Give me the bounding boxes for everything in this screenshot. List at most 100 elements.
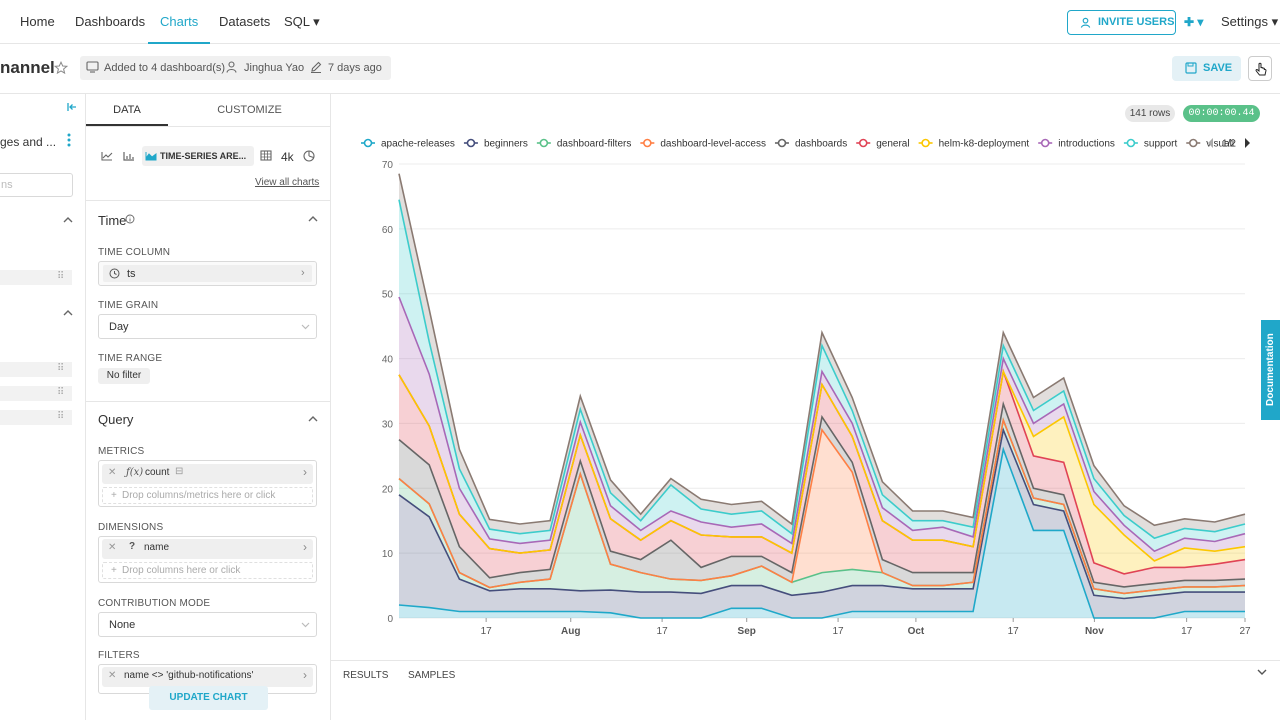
x-tick-label: 27 — [1239, 626, 1251, 637]
chevron-up-icon[interactable] — [63, 309, 73, 317]
area-introductions[interactable] — [399, 297, 1245, 561]
legend-item-introductions[interactable]: introductions — [1038, 139, 1115, 150]
time-grain-select[interactable]: Day — [98, 314, 317, 339]
pie-chart-icon[interactable] — [303, 150, 315, 162]
legend-prev-icon[interactable] — [1208, 138, 1213, 148]
chevron-up-icon[interactable] — [63, 216, 73, 224]
dataset-menu-icon[interactable] — [66, 132, 72, 148]
viz-type-name: TIME-SERIES ARE... — [160, 151, 247, 161]
y-tick-label: 30 — [382, 419, 394, 430]
legend-item-beginners[interactable]: beginners — [463, 139, 528, 150]
save-button[interactable]: SAVE — [1172, 56, 1241, 81]
drag-handle-icon[interactable]: ⠿ — [57, 271, 65, 282]
metrics-label: METRICS — [98, 446, 145, 457]
chevron-up-icon[interactable] — [308, 215, 318, 223]
time-section-title[interactable]: Time — [98, 213, 127, 228]
metric-edit-icon[interactable]: ⊟ — [175, 466, 184, 477]
invite-users-button[interactable]: INVITE USERS — [1067, 10, 1176, 35]
favorite-star-icon[interactable] — [54, 61, 68, 75]
query-section-title[interactable]: Query — [98, 412, 134, 427]
search-columns-input[interactable]: ns — [0, 173, 73, 197]
dimensions-label: DIMENSIONS — [98, 522, 164, 533]
metric-name: count — [145, 467, 170, 478]
nav-sql[interactable]: SQL ▾ — [284, 14, 320, 29]
bar-chart-icon[interactable] — [123, 151, 135, 161]
update-chart-button[interactable]: UPDATE CHART — [149, 686, 268, 710]
stacked-area-chart[interactable]: 0 10 20 30 40 50 60 70 17 Aug 17 Sep 17 Oct 17 Nov 17 27 a… — [331, 130, 1260, 640]
nav-dashboards[interactable]: Dashboards — [75, 14, 146, 29]
table-icon[interactable] — [260, 150, 272, 161]
y-tick-label: 50 — [382, 290, 394, 301]
legend-item-dashboard-filters[interactable]: dashboard-filters — [536, 139, 631, 150]
legend-item-dashboards[interactable]: dashboards — [774, 139, 847, 150]
dimension-chip[interactable]: ✕ ? name › — [102, 539, 313, 559]
selected-viz-type[interactable]: TIME-SERIES ARE... — [142, 146, 254, 166]
legend-item-helm-k8-deployment[interactable]: helm-k8-deployment — [918, 139, 1030, 150]
dataset-name[interactable]: ges and ... — [0, 135, 57, 149]
metrics-dropzone[interactable] — [98, 460, 317, 507]
nav-home[interactable]: Home — [20, 14, 55, 29]
tab-samples[interactable]: SAMPLES — [408, 670, 456, 681]
area-general[interactable] — [399, 371, 1245, 587]
metric-item[interactable]: ⠿ — [0, 410, 72, 425]
area-apache-releases[interactable] — [399, 449, 1245, 618]
settings-menu[interactable]: Settings ▾ — [1221, 14, 1279, 29]
collapse-panel-icon[interactable] — [66, 101, 78, 113]
metric-item[interactable]: ⠿ — [0, 386, 72, 401]
legend-next-icon[interactable] — [1245, 138, 1250, 148]
time-grain-value: Day — [109, 321, 129, 333]
legend-item-support[interactable]: support — [1123, 139, 1178, 150]
dimension-drop-text: Drop columns here or click — [122, 565, 241, 576]
documentation-tab[interactable]: Documentation — [1261, 320, 1280, 420]
area-beginners[interactable] — [399, 429, 1245, 618]
metric-item[interactable]: ⠿ — [0, 362, 72, 377]
metric-drop-hint[interactable]: + Drop columns/metrics here or click — [102, 487, 313, 504]
legend-item-dashboard-level-access[interactable]: dashboard-level-access — [640, 139, 766, 150]
big-number-viz[interactable]: 4k — [281, 150, 294, 164]
search-placeholder: ns — [1, 179, 13, 191]
control-panel: DATA CUSTOMIZE TIME-SERIES ARE... 4k Vie… — [86, 94, 331, 720]
drag-handle-icon[interactable]: ⠿ — [57, 363, 65, 374]
legend-item-apache-releases[interactable]: apache-releases — [361, 139, 455, 150]
dimensions-dropzone[interactable] — [98, 536, 317, 583]
filter-chip[interactable]: ✕ name <> 'github-notifications' › — [102, 667, 313, 687]
remove-icon[interactable]: ✕ — [108, 542, 117, 553]
area-helm-k8-deployment[interactable] — [399, 371, 1245, 574]
area-dashboards[interactable] — [399, 404, 1245, 594]
metric-chip[interactable]: ✕ ƒ(x) count ⊟ › — [102, 464, 313, 484]
legend-label: dashboard-filters — [557, 139, 631, 150]
chevron-up-icon[interactable] — [308, 415, 318, 423]
dashboard-icon — [86, 61, 99, 73]
save-label: SAVE — [1203, 62, 1233, 74]
x-tick-label: 17 — [833, 626, 845, 637]
owner-icon — [226, 61, 237, 73]
tab-results[interactable]: RESULTS — [343, 670, 389, 681]
column-item[interactable]: ⠿ — [0, 270, 72, 285]
tab-customize[interactable]: CUSTOMIZE — [217, 104, 282, 116]
remove-icon[interactable]: ✕ — [108, 467, 117, 478]
more-actions-button[interactable] — [1248, 56, 1272, 81]
drag-handle-icon[interactable]: ⠿ — [57, 387, 65, 398]
drag-handle-icon[interactable]: ⠿ — [57, 411, 65, 422]
contribution-mode-select[interactable]: None — [98, 612, 317, 637]
time-range-value[interactable]: No filter — [98, 368, 150, 384]
x-tick-label: 17 — [657, 626, 669, 637]
chevron-down-icon[interactable] — [1257, 669, 1267, 676]
remove-icon[interactable]: ✕ — [108, 670, 117, 681]
legend-item-visuali[interactable]: visuali — [1186, 139, 1234, 150]
area-dashboard-level-access[interactable] — [399, 420, 1245, 594]
line-beginners — [398, 427, 1245, 600]
x-tick-label: Sep — [738, 626, 756, 637]
chart-title[interactable]: nannel — [0, 58, 55, 77]
added-to-dashboards[interactable]: Added to 4 dashboard(s) — [104, 62, 226, 74]
nav-datasets[interactable]: Datasets — [219, 14, 271, 29]
nav-charts[interactable]: Charts — [148, 0, 211, 44]
legend-page-indicator: 1/2 — [1222, 139, 1236, 150]
legend-item-general[interactable]: general — [856, 139, 910, 150]
tab-data[interactable]: DATA — [86, 94, 168, 126]
dimension-drop-hint[interactable]: + Drop columns here or click — [102, 562, 313, 579]
line-chart-icon[interactable] — [101, 151, 113, 161]
view-all-charts-link[interactable]: View all charts — [255, 177, 320, 188]
time-column-field[interactable]: ts › — [98, 261, 317, 286]
add-new-dropdown[interactable]: ✚ ▾ — [1184, 15, 1204, 29]
